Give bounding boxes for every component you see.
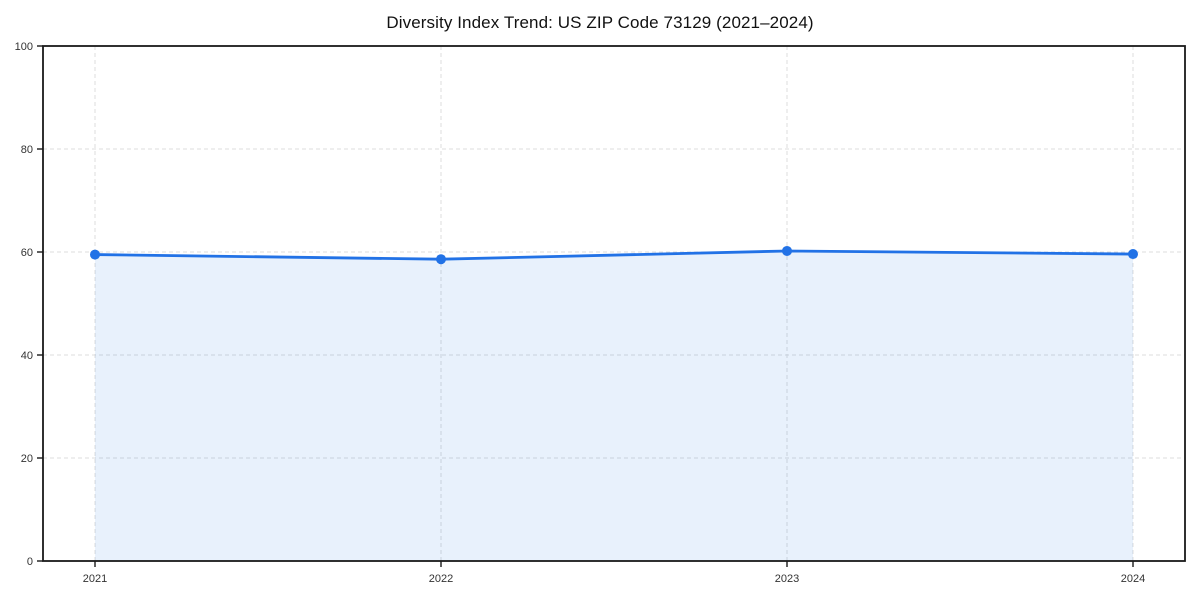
data-point [436,254,446,265]
trend-line [93,249,1135,261]
y-tick-label: 20 [21,453,33,465]
chart-title: Diversity Index Trend: US ZIP Code 73129… [386,13,814,32]
y-tick-label: 100 [15,41,33,53]
data-point [90,249,100,260]
area-fill [95,250,1133,561]
x-tick-label: 2024 [1121,573,1145,585]
x-tick-label: 2022 [429,573,453,585]
y-tick-label: 80 [21,144,33,156]
data-point [1128,249,1138,260]
y-tick-label: 0 [27,556,33,568]
y-tick-label: 40 [21,350,33,362]
x-tick-label: 2023 [775,573,799,585]
x-tick-label: 2021 [83,573,107,585]
y-tick-label: 60 [21,247,33,259]
data-point [782,245,792,256]
axis-frame [42,45,1186,562]
